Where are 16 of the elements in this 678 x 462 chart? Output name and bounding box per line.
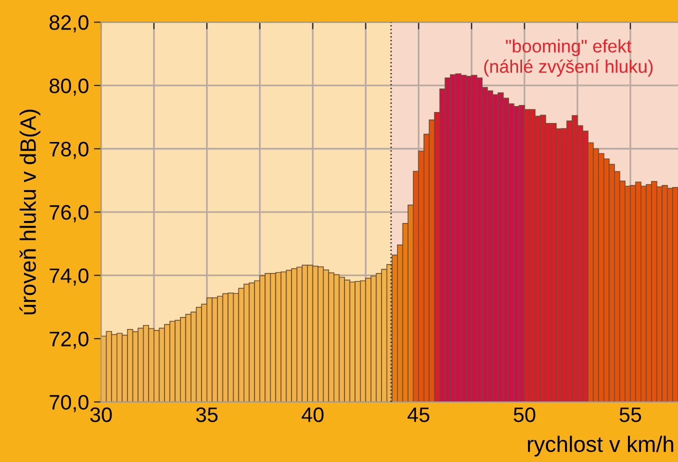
y-tick-label: 82,0 bbox=[50, 15, 88, 32]
x-tick-label: 40 bbox=[302, 407, 324, 422]
x-tick-label: 35 bbox=[196, 407, 218, 422]
y-tick-label: 80,0 bbox=[50, 78, 88, 96]
x-tick-label: 55 bbox=[620, 408, 642, 422]
y-axis-title: úroveň hluku v dB(A) bbox=[19, 110, 40, 314]
y-tick-label: 78,0 bbox=[50, 142, 88, 159]
y-tick-label: 74,0 bbox=[50, 268, 88, 286]
annotation: "booming" efekt (náhlé zvýšení hluku) bbox=[484, 39, 653, 76]
y-tick-label: 70,0 bbox=[50, 394, 88, 412]
x-tick-label: 45 bbox=[408, 408, 430, 422]
x-tick-label: 50 bbox=[514, 407, 536, 422]
x-tick-label: 30 bbox=[90, 407, 112, 422]
x-axis-title: rychlost v km/h bbox=[528, 436, 674, 456]
y-tick-label: 72,0 bbox=[50, 332, 88, 349]
y-tick-label: 76,0 bbox=[50, 205, 88, 222]
